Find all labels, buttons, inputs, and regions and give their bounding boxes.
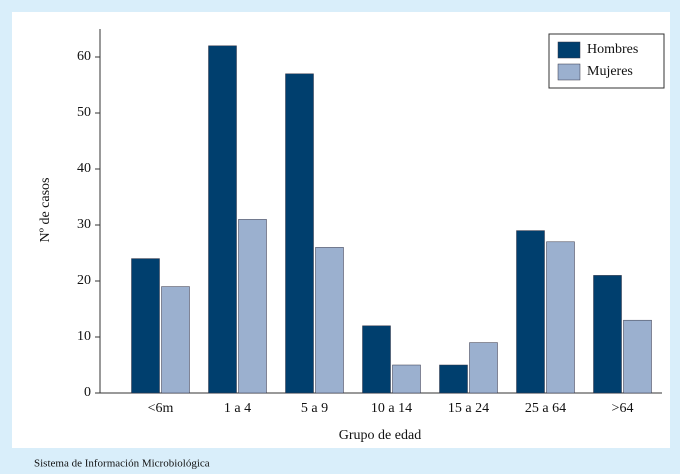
bar [546,241,575,394]
bar [131,258,160,394]
x-tick-label: 1 a 4 [224,401,251,416]
x-tick-label: >64 [612,401,634,416]
legend-label: Hombres [587,42,638,57]
x-axis-label: Grupo de edad [339,428,421,443]
bar [161,286,190,394]
bar [469,342,498,394]
bar [315,247,344,394]
y-axis-label: Nº de casos [38,178,53,243]
bar [439,364,468,394]
bar [362,325,391,394]
y-tick-label: 30 [77,217,91,232]
y-tick-label: 60 [77,49,91,64]
y-tick-label: 10 [77,329,91,344]
y-tick-label: 0 [84,385,91,400]
y-tick-label: 20 [77,273,91,288]
bar [593,275,622,394]
bar [208,45,237,394]
bar [516,230,545,394]
legend-swatch [557,41,581,59]
bar [285,73,314,394]
x-tick-label: 15 a 24 [448,401,489,416]
x-tick-label: 25 a 64 [525,401,566,416]
x-tick-label: 10 a 14 [371,401,412,416]
bar [238,219,267,394]
x-tick-label: <6m [148,401,174,416]
y-tick-label: 50 [77,105,91,120]
y-tick-label: 40 [77,161,91,176]
bar [392,364,421,394]
legend-label: Mujeres [587,64,633,79]
legend-swatch [557,63,581,81]
bar [623,319,652,394]
source-note: Sistema de Información Microbiológica [34,458,210,470]
x-tick-label: 5 a 9 [301,401,328,416]
